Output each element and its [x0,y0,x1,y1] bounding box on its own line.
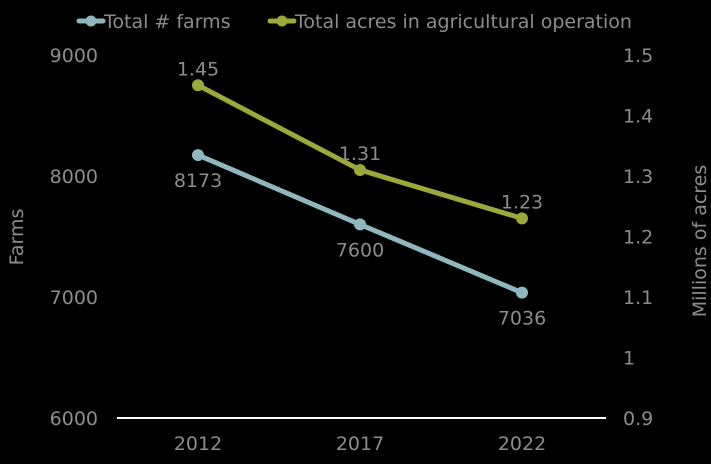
y-right-tick-label: 1 [623,348,635,370]
y-right-tick-label: 1.4 [623,106,653,128]
y-right-tick-label: 1.2 [623,227,653,249]
legend-label-acres: Total acres in agricultural operation [294,11,632,33]
legend-marker-farms [85,15,97,27]
x-tick-labels: 2012 2017 2022 [174,433,546,455]
x-tick-label: 2022 [498,433,546,455]
y-right-tick-label: 1.3 [623,166,653,188]
y-left-tick-label: 6000 [50,408,98,430]
series-farms: 8173 7600 7036 [174,149,546,330]
legend: Total # farms Total acres in agricultura… [76,11,632,33]
data-point[interactable] [516,212,528,225]
legend-item-farms[interactable]: Total # farms [76,11,231,33]
data-point[interactable] [192,149,204,162]
data-point[interactable] [354,163,366,176]
y-left-tick-label: 7000 [50,287,98,309]
data-label: 7036 [498,308,546,330]
y-right-axis-title: Millions of acres [689,165,711,318]
data-point[interactable] [516,286,528,299]
y-left-tick-label: 8000 [50,166,98,188]
y-right-tick-labels: 0.9 1 1.1 1.2 1.3 1.4 1.5 [623,45,653,430]
data-point[interactable] [354,218,366,231]
data-label: 7600 [336,239,384,261]
data-point[interactable] [192,79,204,92]
y-left-tick-label: 9000 [50,45,98,67]
legend-marker-acres [276,15,288,27]
x-tick-label: 2012 [174,433,222,455]
data-label: 1.23 [501,191,543,213]
data-label: 8173 [174,170,222,192]
y-left-tick-labels: 6000 7000 8000 9000 [50,45,98,430]
series-acres: 1.45 1.31 1.23 [177,58,543,225]
data-label: 1.31 [339,143,381,165]
y-right-tick-label: 1.1 [623,287,653,309]
x-tick-label: 2017 [336,433,384,455]
legend-item-acres[interactable]: Total acres in agricultural operation [267,11,632,33]
legend-label-farms: Total # farms [103,11,231,33]
data-label: 1.45 [177,58,219,80]
series-layer: 8173 7600 7036 1.45 1.31 1.23 [174,58,546,329]
y-right-tick-label: 1.5 [623,45,653,67]
y-right-tick-label: 0.9 [623,408,653,430]
y-left-axis-title: Farms [6,209,28,266]
